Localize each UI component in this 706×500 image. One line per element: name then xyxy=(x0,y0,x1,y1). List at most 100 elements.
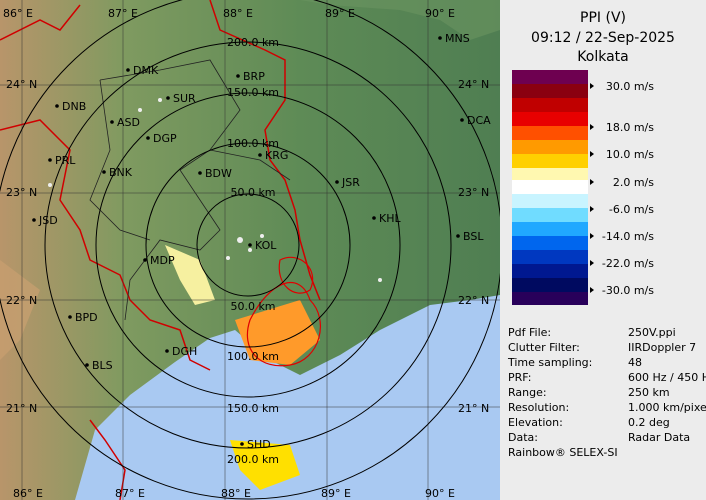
place-label: KHL xyxy=(379,212,401,225)
place-dot xyxy=(166,96,170,100)
info-value: 250V.ppi xyxy=(628,326,676,339)
place-dot xyxy=(165,349,169,353)
place-label: DMK xyxy=(133,64,159,77)
place-dot xyxy=(85,363,89,367)
place-label: KRG xyxy=(265,149,288,162)
place-label: BSL xyxy=(463,230,484,243)
place-dot xyxy=(335,180,339,184)
place-dot xyxy=(456,234,460,238)
scale-label: -30.0 m/s xyxy=(602,284,654,297)
scale-label: 18.0 m/s xyxy=(606,121,654,134)
place-label: KOL xyxy=(255,239,277,252)
lat-label: 21° N xyxy=(6,402,37,415)
info-key: Pdf File: xyxy=(508,326,551,339)
place-label: DGH xyxy=(172,345,197,358)
ring-label: 150.0 km xyxy=(227,86,279,99)
info-key: Data: xyxy=(508,431,538,444)
graticule xyxy=(0,0,500,500)
echoes xyxy=(165,245,320,490)
lon-label: 87° E xyxy=(108,7,138,20)
place-label: ASD xyxy=(117,116,140,129)
lon-label: 89° E xyxy=(321,487,351,500)
place-label: DGP xyxy=(153,132,177,145)
scale-tick xyxy=(590,179,594,185)
place-label: JSR xyxy=(341,176,360,189)
info-value: 48 xyxy=(628,356,642,369)
place-dot xyxy=(372,216,376,220)
sea xyxy=(75,295,500,500)
scale-label: -6.0 m/s xyxy=(609,203,654,216)
lat-label: 22° N xyxy=(458,294,489,307)
info-key: Resolution: xyxy=(508,401,569,414)
places: MNS DMK BRP DNB SUR DCA ASD DGP KRG PRL BNK BDW JSR J… xyxy=(32,32,491,451)
scale-tick xyxy=(590,287,594,293)
scale-label: -14.0 m/s xyxy=(602,230,654,243)
place-label: MDP xyxy=(150,254,175,267)
place-dot xyxy=(248,243,252,247)
info-value: 1.000 km/pixel xyxy=(628,401,706,414)
lat-label: 23° N xyxy=(458,186,489,199)
lat-label: 21° N xyxy=(458,402,489,415)
place-label: DCA xyxy=(467,114,491,127)
info-value: 600 Hz / 450 Hz xyxy=(628,371,706,384)
info-value: 250 km xyxy=(628,386,670,399)
place-label: SUR xyxy=(173,92,196,105)
place-label: BNK xyxy=(109,166,133,179)
place-label: BLS xyxy=(92,359,113,372)
place-dot xyxy=(258,153,262,157)
place-label: JSD xyxy=(38,214,58,227)
title: PPI (V) xyxy=(580,10,626,26)
districts xyxy=(89,59,291,321)
ring-label: 200.0 km xyxy=(227,453,279,466)
place-dot xyxy=(198,171,202,175)
lat-label: 23° N xyxy=(6,186,37,199)
lon-label: 88° E xyxy=(223,7,253,20)
scale-label: 2.0 m/s xyxy=(613,176,654,189)
place-dot xyxy=(102,170,106,174)
place-dot xyxy=(68,315,72,319)
place-dot xyxy=(143,258,147,262)
time: 09:12 / 22-Sep-2025 xyxy=(531,30,675,46)
info-value: Radar Data xyxy=(628,431,690,444)
place-dot xyxy=(110,120,114,124)
place-dot xyxy=(438,36,442,40)
ring-label: 200.0 km xyxy=(227,36,279,49)
scale-tick xyxy=(590,206,594,212)
place-label: PRL xyxy=(55,154,76,167)
clutter xyxy=(48,98,382,282)
place-dot xyxy=(126,68,130,72)
info-key: Clutter Filter: xyxy=(508,341,580,354)
ring-label: 50.0 km xyxy=(230,186,275,199)
place-dot xyxy=(460,118,464,122)
map: MNS DMK BRP DNB SUR DCA ASD DGP KRG PRL BNK BDW JSR J… xyxy=(0,0,500,500)
scale-tick xyxy=(590,124,594,130)
lon-label: 90° E xyxy=(425,7,455,20)
lon-label: 88° E xyxy=(221,487,251,500)
borders xyxy=(0,0,321,500)
scale-label: -22.0 m/s xyxy=(602,257,654,270)
info-value: 0.2 deg xyxy=(628,416,670,429)
place-label: SHD xyxy=(247,438,271,451)
lat-label: 24° N xyxy=(6,78,37,91)
range-rings xyxy=(0,0,500,500)
info-key: PRF: xyxy=(508,371,531,384)
footer: Rainbow® SELEX-SI xyxy=(508,446,618,459)
lon-label: 86° E xyxy=(3,7,33,20)
info-key: Time sampling: xyxy=(507,356,592,369)
ring-label: 50.0 km xyxy=(230,300,275,313)
lat-label: 24° N xyxy=(458,78,489,91)
place-label: DNB xyxy=(62,100,86,113)
scale-tick xyxy=(590,83,594,89)
info-key: Range: xyxy=(508,386,547,399)
place-dot xyxy=(32,218,36,222)
lat-label: 22° N xyxy=(6,294,37,307)
terrain xyxy=(0,0,500,40)
scale-tick xyxy=(590,260,594,266)
info-value: IIRDoppler 7 xyxy=(628,341,696,354)
lon-label: 86° E xyxy=(13,487,43,500)
place-dot xyxy=(236,74,240,78)
place-dot xyxy=(146,136,150,140)
lon-label: 90° E xyxy=(425,487,455,500)
